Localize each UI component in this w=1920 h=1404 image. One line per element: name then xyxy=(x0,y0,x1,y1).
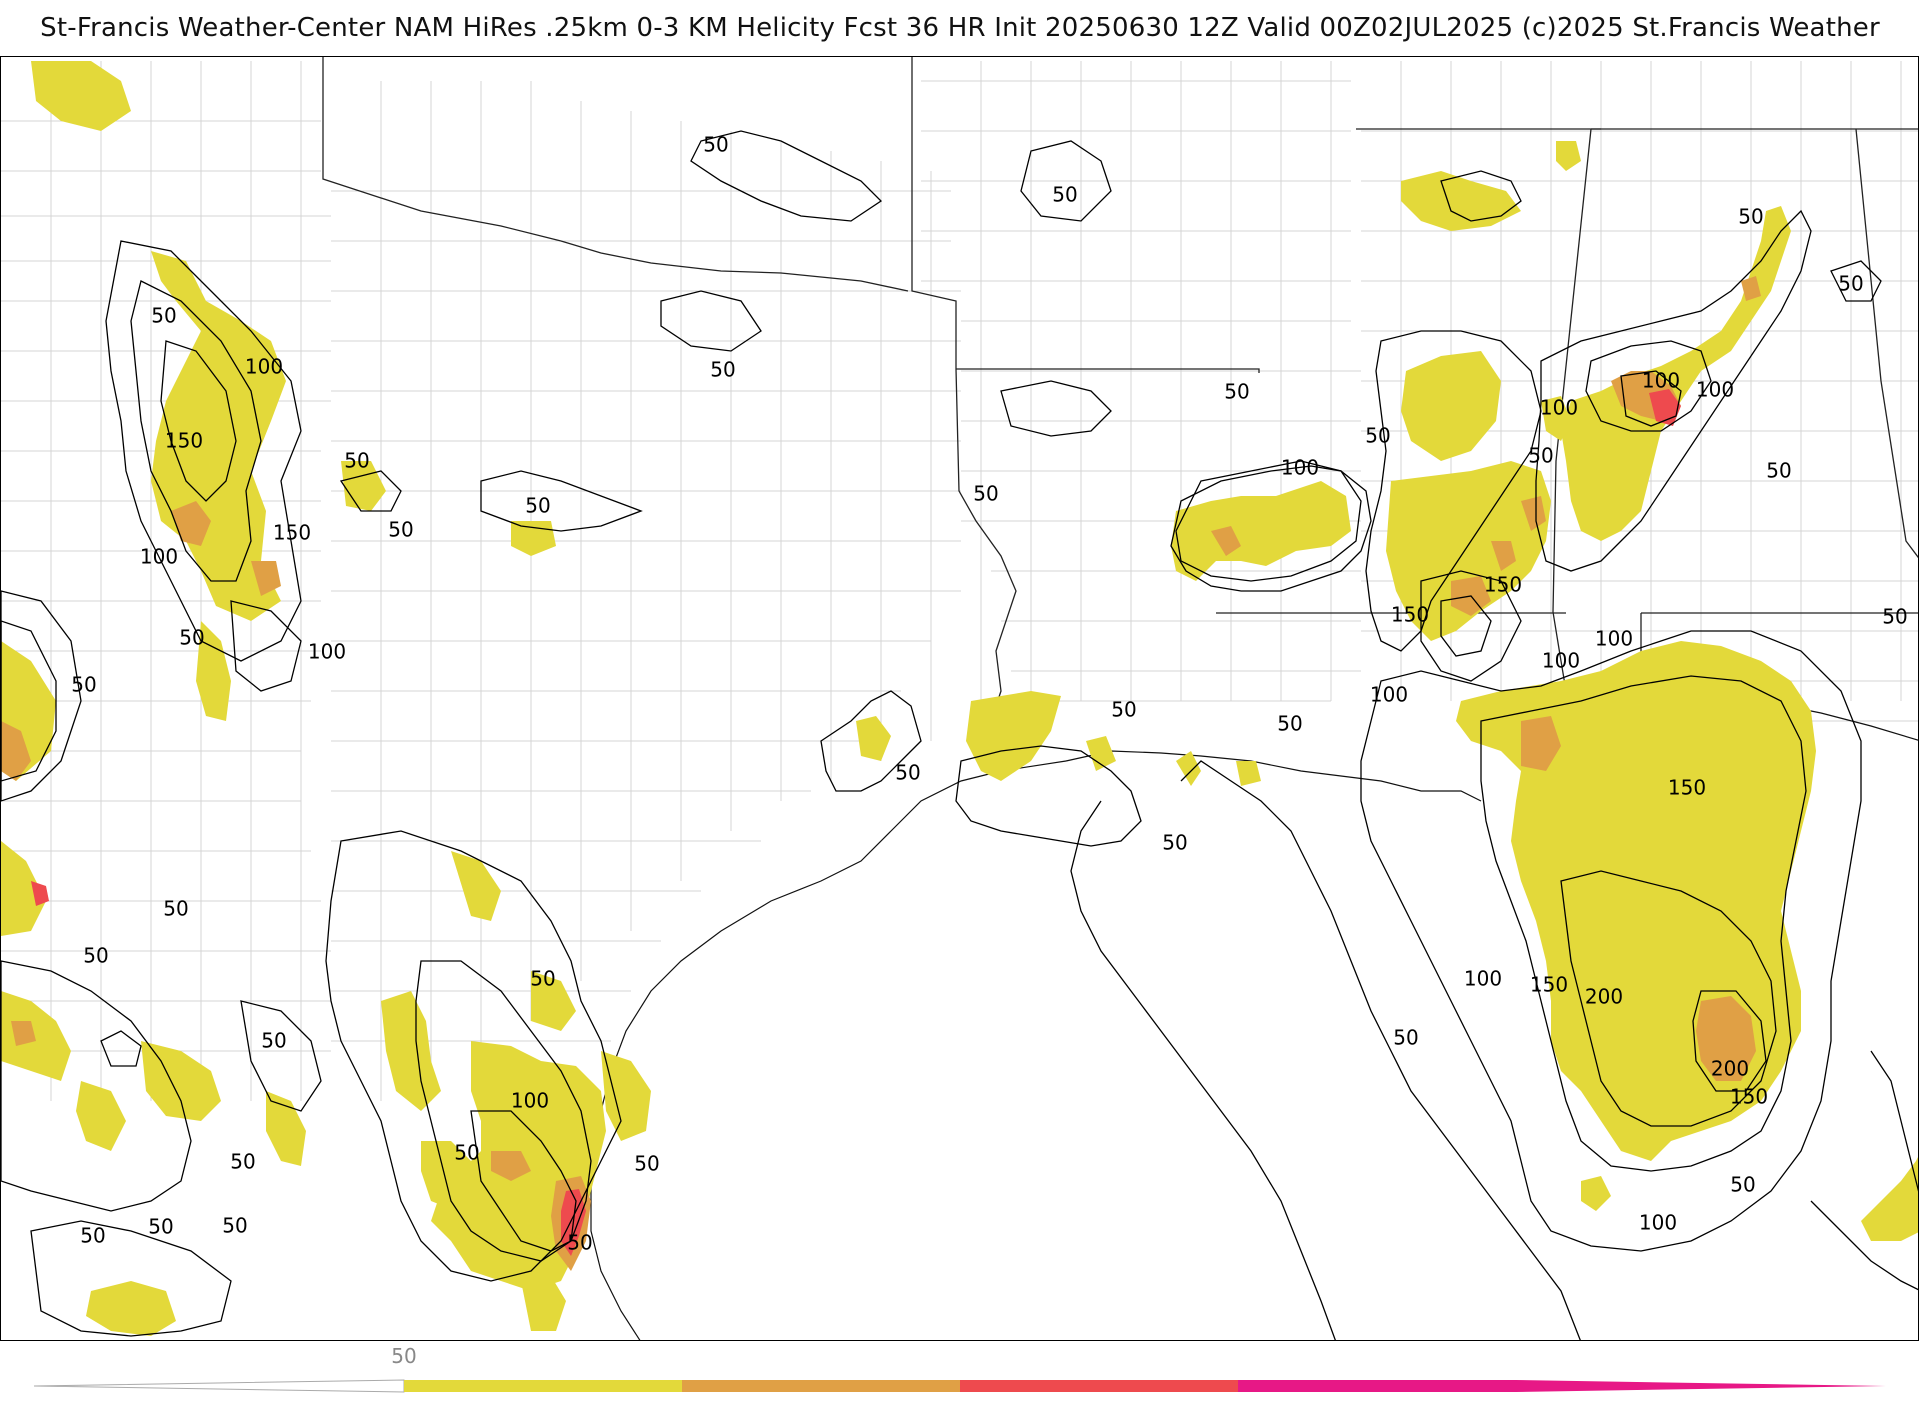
contour-label: 50 xyxy=(83,944,108,968)
contour-labels: 50 50 50 100 50 150 50 50 50 150 100 50 100 50 50 50 100… xyxy=(71,133,1907,1255)
colorbar-segments xyxy=(404,1380,1517,1392)
colorbar: 50 xyxy=(0,1341,1920,1400)
contour-label: 50 xyxy=(1882,605,1907,629)
contour-label: 100 xyxy=(1696,378,1734,402)
contour-label: 200 xyxy=(1711,1057,1749,1081)
contour-label: 100 xyxy=(1642,369,1680,393)
contour-label: 50 xyxy=(530,967,555,991)
contour-label: 100 xyxy=(1370,683,1408,707)
contour-label: 100 xyxy=(1542,649,1580,673)
contour-label: 50 xyxy=(710,358,735,382)
map-title: St-Francis Weather-Center NAM HiRes .25k… xyxy=(40,13,1880,43)
contour-label: 150 xyxy=(1530,973,1568,997)
colorbar-segment xyxy=(404,1380,683,1392)
contour-label: 50 xyxy=(1738,205,1763,229)
contour-label: 50 xyxy=(344,449,369,473)
contour-label: 50 xyxy=(261,1029,286,1053)
contour-label: 150 xyxy=(1730,1085,1768,1109)
contour-label: 50 xyxy=(163,897,188,921)
contour-label: 50 xyxy=(634,1152,659,1176)
contour-label: 50 xyxy=(71,673,96,697)
contour-label: 50 xyxy=(1838,272,1863,296)
contour-label: 100 xyxy=(140,545,178,569)
contour-label: 100 xyxy=(511,1089,549,1113)
contour-label: 50 xyxy=(1393,1026,1418,1050)
contour-label: 200 xyxy=(1585,985,1623,1009)
contour-label: 50 xyxy=(230,1150,255,1174)
contour-label: 50 xyxy=(179,626,204,650)
map-canvas: 50 50 50 100 50 150 50 50 50 150 100 50 100 50 50 50 100… xyxy=(1,57,1918,1340)
colorbar-underflow-triangle xyxy=(33,1379,405,1393)
contour-label: 150 xyxy=(1391,603,1429,627)
contour-label: 50 xyxy=(80,1224,105,1248)
contour-label: 50 xyxy=(895,761,920,785)
contour-label: 50 xyxy=(1052,183,1077,207)
contour-label: 100 xyxy=(1281,456,1319,480)
contour-label: 150 xyxy=(273,521,311,545)
helicity-map: 50 50 50 100 50 150 50 50 50 150 100 50 100 50 50 50 100… xyxy=(0,56,1919,1341)
contour-label: 50 xyxy=(1365,424,1390,448)
contour-label: 50 xyxy=(1224,380,1249,404)
contour-label: 100 xyxy=(1464,967,1502,991)
contour-label: 150 xyxy=(1484,573,1522,597)
contour-label: 50 xyxy=(567,1231,592,1255)
contour-label: 50 xyxy=(148,1215,173,1239)
contour-label: 150 xyxy=(165,429,203,453)
colorbar-segment xyxy=(960,1380,1239,1392)
contour-label: 50 xyxy=(1766,459,1791,483)
contour-label: 100 xyxy=(1540,396,1578,420)
helicity-contours xyxy=(1,130,1918,1340)
contour-label: 150 xyxy=(1668,776,1706,800)
contour-label: 50 xyxy=(1162,831,1187,855)
contour-label: 50 xyxy=(525,494,550,518)
state-borders xyxy=(322,57,1918,722)
helicity-fill-150 xyxy=(1,276,1761,1271)
contour-label: 50 xyxy=(1277,712,1302,736)
contour-label: 100 xyxy=(308,640,346,664)
contour-label: 100 xyxy=(1639,1211,1677,1235)
contour-label: 50 xyxy=(1111,698,1136,722)
colorbar-tick-label: 50 xyxy=(391,1344,416,1368)
contour-label: 50 xyxy=(222,1214,247,1238)
contour-label: 100 xyxy=(1595,627,1633,651)
contour-label: 50 xyxy=(388,518,413,542)
contour-label: 50 xyxy=(151,304,176,328)
contour-label: 50 xyxy=(703,133,728,157)
contour-label: 50 xyxy=(1528,444,1553,468)
helicity-fill-50 xyxy=(1,61,1918,1336)
contour-label: 50 xyxy=(973,482,998,506)
colorbar-overflow-triangle xyxy=(1516,1380,1886,1392)
contour-label: 50 xyxy=(454,1141,479,1165)
colorbar-segment xyxy=(1238,1380,1517,1392)
contour-label: 50 xyxy=(1730,1173,1755,1197)
colorbar-segment xyxy=(682,1380,961,1392)
contour-label: 100 xyxy=(245,355,283,379)
